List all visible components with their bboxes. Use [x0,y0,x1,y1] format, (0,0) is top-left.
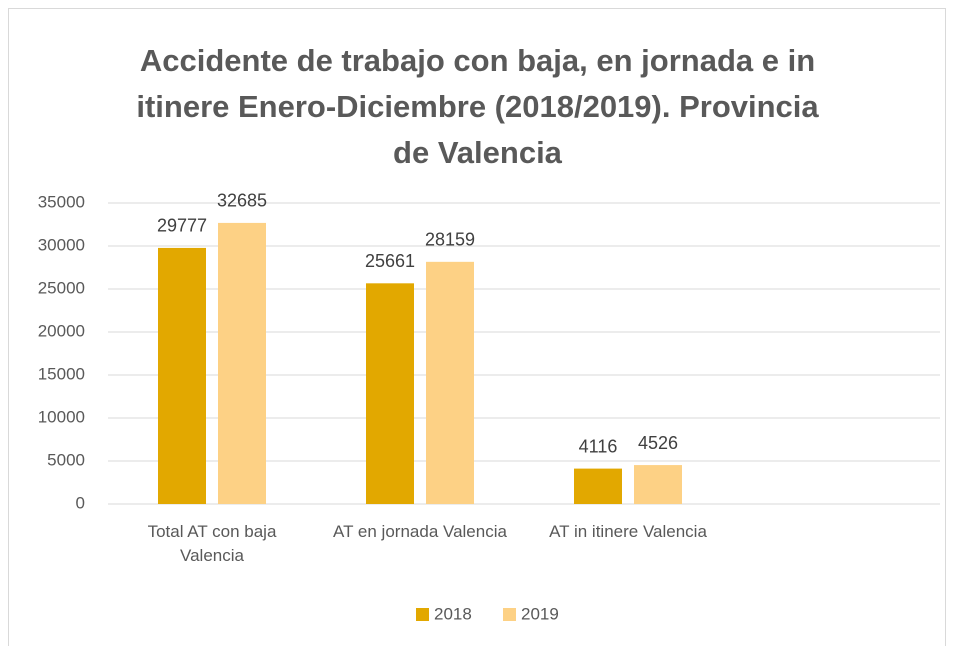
y-tick-label: 15000 [38,364,85,383]
data-label: 29777 [157,216,207,236]
legend-label: 2019 [521,604,559,623]
y-tick-label: 5000 [47,450,85,469]
data-label: 25661 [365,251,415,271]
data-label: 28159 [425,230,475,250]
x-tick-label: AT en jornada Valencia [333,522,507,541]
data-label: 4116 [579,436,618,456]
bar [158,247,206,505]
bar [218,222,266,504]
legend-swatch [503,608,516,621]
bar [366,283,414,504]
y-tick-label: 0 [76,493,85,512]
y-tick-label: 10000 [38,407,85,426]
legend-swatch [416,608,429,621]
chart-frame [8,8,946,646]
chart-title: Accidente de trabajo con baja, en jornad… [136,43,819,170]
bar [426,261,474,504]
y-tick-label: 35000 [38,192,85,211]
x-tick-label: AT in itinere Valencia [549,522,707,541]
y-tick-label: 25000 [38,278,85,297]
y-tick-label: 20000 [38,321,85,340]
bar [574,468,622,504]
data-label: 32685 [217,191,267,211]
y-tick-label: 30000 [38,235,85,254]
data-label: 4526 [638,433,678,453]
x-tick-label: Total AT con baja Valencia [147,522,277,565]
bar [634,465,682,504]
legend-label: 2018 [434,604,472,623]
